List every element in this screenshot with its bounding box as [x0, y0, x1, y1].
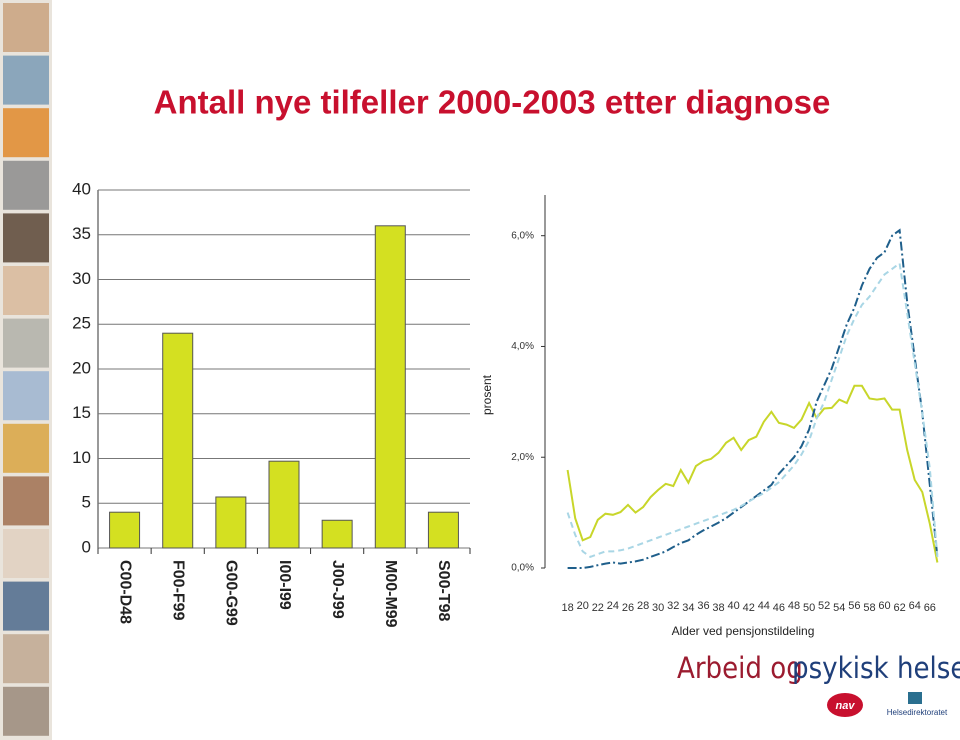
x-tick-label: M00-M99: [382, 560, 399, 628]
x-tick-label: 40: [728, 600, 740, 612]
x-tick-label: 60: [878, 600, 890, 612]
photo: [3, 213, 49, 263]
photo: [3, 108, 49, 158]
x-tick-label: C00-D48: [116, 560, 133, 624]
x-tick-label: I00-I99: [276, 560, 293, 610]
bar: [427, 511, 459, 549]
x-tick-label: 58: [863, 602, 875, 614]
y-tick-label: 5: [82, 493, 91, 512]
y-tick-label: 25: [72, 314, 91, 333]
nav-logo: [827, 693, 863, 717]
x-tick-label: J00-J99: [329, 560, 346, 619]
photo: [3, 476, 49, 526]
photo: [3, 371, 49, 421]
logo-text: Arbeid og: [677, 651, 803, 685]
bar: [374, 225, 406, 549]
x-tick-label: 42: [743, 602, 755, 614]
slide-title: Antall nye tilfeller 2000-2003 etter dia…: [154, 84, 831, 121]
x-tick-label: 32: [667, 600, 679, 612]
y-tick-label: 4,0%: [511, 341, 534, 352]
y-tick-label: 35: [72, 224, 91, 243]
photo: [3, 529, 49, 578]
y-tick-label: 0,0%: [511, 563, 534, 574]
agency-icon: [908, 692, 922, 704]
logo-text: psykisk helse: [792, 651, 960, 685]
x-tick-label: 50: [803, 602, 815, 614]
x-tick-label: 30: [652, 602, 664, 614]
x-tick-label: 24: [607, 600, 619, 612]
x-tick-label: 54: [833, 602, 845, 614]
x-tick-label: 22: [592, 602, 604, 614]
x-tick-label: 34: [682, 602, 694, 614]
photo: [3, 581, 49, 631]
y-tick-label: 2,0%: [511, 452, 534, 463]
bar: [215, 496, 247, 549]
y-tick-label: 0: [82, 537, 91, 556]
x-tick-label: 26: [622, 602, 634, 614]
line-series: [566, 261, 939, 559]
x-tick-label: 52: [818, 600, 830, 612]
y-tick-label: 20: [72, 358, 91, 377]
photo: [3, 318, 49, 368]
x-tick-label: 36: [697, 600, 709, 612]
bar: [268, 460, 300, 549]
photo: [3, 634, 49, 684]
x-tick-label: 62: [894, 602, 906, 614]
photo: [3, 160, 49, 210]
x-tick-label: 20: [577, 600, 589, 612]
y-tick-label: 6,0%: [511, 230, 534, 241]
x-tick-label: 48: [788, 600, 800, 612]
photo: [3, 423, 49, 473]
bar: [321, 519, 353, 549]
x-tick-label: 38: [712, 602, 724, 614]
line-series: [566, 384, 939, 563]
nav-text: nav: [836, 700, 856, 712]
y-tick-label: 10: [72, 448, 91, 467]
photo: [3, 686, 49, 736]
x-tick-label: 66: [924, 602, 936, 614]
bar: [109, 511, 141, 549]
x-tick-label: G00-G99: [223, 560, 240, 626]
y-tick-label: 40: [72, 179, 91, 198]
photo: [3, 266, 49, 315]
x-tick-label: 28: [637, 600, 649, 612]
line-series: [567, 228, 939, 569]
y-axis-label: prosent: [480, 374, 494, 415]
x-axis-label: Alder ved pensjonstildeling: [672, 624, 815, 638]
x-tick-label: F00-F99: [169, 560, 186, 621]
x-tick-label: 64: [909, 600, 921, 612]
x-tick-label: 46: [773, 602, 785, 614]
photo: [3, 55, 49, 105]
x-tick-label: 56: [848, 600, 860, 612]
y-tick-label: 30: [72, 269, 91, 288]
x-tick-label: 44: [758, 600, 770, 612]
x-tick-label: S00-T98: [435, 560, 452, 621]
photo: [3, 3, 49, 52]
bar: [162, 332, 194, 549]
x-tick-label: 18: [562, 602, 574, 614]
agency-text: Helsedirektoratet: [887, 708, 948, 717]
y-tick-label: 15: [72, 403, 91, 422]
